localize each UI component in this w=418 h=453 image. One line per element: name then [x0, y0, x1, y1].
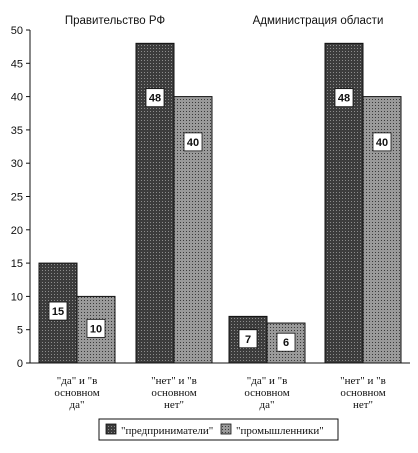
y-tick-label: 20: [11, 225, 23, 237]
y-tick-label: 10: [11, 291, 23, 303]
data-label: 48: [338, 93, 350, 105]
x-category-label: "нет" и "в основном нет": [151, 375, 197, 411]
data-label: 6: [283, 337, 289, 349]
chart-titles: Правительство РФ Администрация области: [65, 15, 384, 27]
y-axis: 0 5 10 15 20 25 30 35 40 45 50: [11, 25, 31, 370]
bars: [38, 42, 402, 364]
legend-box: [98, 418, 339, 441]
legend-label: "предприниматели": [121, 425, 213, 437]
x-category-label: "да" и "в основном да": [244, 375, 289, 411]
data-label: 48: [149, 93, 161, 105]
x-category-label: "нет" и "в основном нет": [340, 375, 386, 411]
y-tick-label: 30: [11, 158, 23, 170]
legend: "предприниматели" "промышленники": [98, 418, 339, 441]
x-category-line: "да" и "в: [247, 375, 288, 387]
x-category-line: основном: [244, 387, 289, 399]
x-category-line: основном: [340, 387, 385, 399]
data-label-box: [48, 301, 68, 321]
y-tick-label: 15: [11, 258, 23, 270]
legend-swatch: [220, 423, 232, 435]
data-label: 40: [376, 137, 388, 149]
data-label: 40: [187, 137, 199, 149]
x-category-line: основном: [54, 387, 99, 399]
y-tick-label: 5: [17, 325, 23, 337]
chart-title-left: Правительство РФ: [65, 15, 166, 27]
data-label: 7: [245, 334, 251, 346]
x-category-line: основном: [151, 387, 196, 399]
data-label-box: [183, 132, 203, 152]
bar: [173, 96, 213, 364]
data-label: 10: [90, 323, 102, 335]
x-category-label: "да" и "в основном да": [54, 375, 99, 411]
chart-title-right: Администрация области: [253, 15, 384, 27]
y-tick-label: 0: [17, 358, 23, 370]
data-label-box: [145, 88, 165, 108]
bar: [76, 295, 116, 364]
x-category-line: да": [70, 399, 85, 411]
data-label-box: [86, 318, 106, 338]
y-tick-label: 35: [11, 125, 23, 137]
y-tick-label: 50: [11, 25, 23, 37]
data-label-box: [334, 88, 354, 108]
x-category-line: да": [260, 399, 275, 411]
x-category-line: "нет" и "в: [151, 375, 197, 387]
data-label-box: [372, 132, 392, 152]
data-label: 15: [52, 306, 64, 318]
x-category-line: "да" и "в: [57, 375, 98, 387]
y-tick-label: 25: [11, 192, 23, 204]
y-tick-label: 45: [11, 58, 23, 70]
category-labels: "да" и "в основном да""нет" и "в основном не…: [54, 375, 386, 411]
x-category-line: нет": [353, 399, 373, 411]
legend-swatch: [105, 423, 117, 435]
data-label-box: [276, 332, 296, 352]
x-category-line: нет": [164, 399, 184, 411]
legend-label: "промышленники": [236, 425, 324, 437]
y-tick-label: 40: [11, 92, 23, 104]
x-category-line: "нет" и "в: [340, 375, 386, 387]
bar: [135, 42, 175, 364]
data-labels: 15 48 7 48 10 40 6 40: [48, 88, 392, 352]
data-label-box: [238, 329, 258, 349]
